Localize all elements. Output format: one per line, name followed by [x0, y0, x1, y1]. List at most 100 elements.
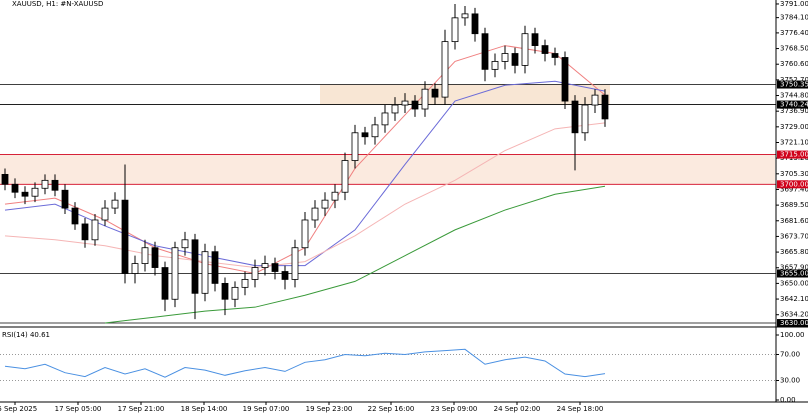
- y-tick-label: 3736.90: [780, 107, 808, 115]
- x-tick-label: 17 Sep 21:00: [118, 405, 165, 413]
- x-tick-label: 19 Sep 07:00: [243, 405, 290, 413]
- level-label: 3630.00: [780, 319, 808, 327]
- candle-body: [151, 247, 159, 268]
- level-label: 3750.35: [780, 81, 808, 89]
- candle-body: [461, 13, 469, 19]
- candle-body: [301, 219, 309, 249]
- candle-body: [1, 173, 9, 185]
- candle-body: [101, 207, 109, 221]
- candle-body: [541, 45, 549, 54]
- candle-body: [161, 267, 169, 300]
- candle-body: [361, 132, 369, 138]
- candle-body: [291, 247, 299, 280]
- y-tick-label: 3760.60: [780, 60, 808, 68]
- candle-body: [81, 223, 89, 241]
- x-tick-label: 24 Sep 02:00: [494, 405, 541, 413]
- candle-body: [61, 189, 69, 209]
- candle-body: [591, 94, 599, 106]
- candle-body: [401, 100, 409, 106]
- candle-body: [41, 179, 49, 189]
- candle-body: [271, 263, 279, 272]
- candle-body: [311, 207, 319, 221]
- rsi-tick-label: 30.00: [780, 377, 800, 385]
- candle-body: [231, 286, 239, 300]
- y-tick-label: 3642.10: [780, 295, 808, 303]
- y-tick-label: 3721.10: [780, 138, 808, 146]
- level-label: 3715.00: [780, 151, 808, 159]
- candle-body: [171, 247, 179, 300]
- candle-body: [501, 53, 509, 62]
- candle-body: [281, 271, 289, 280]
- candle-body: [421, 88, 429, 110]
- candle-body: [431, 88, 439, 98]
- x-tick-label: 18 Sep 14:00: [181, 405, 228, 413]
- y-tick-label: 3768.50: [780, 45, 808, 53]
- candle-body: [121, 199, 129, 274]
- moving-average: [4, 122, 606, 269]
- candle-body: [491, 61, 499, 70]
- candle-body: [371, 124, 379, 138]
- rsi-line: [4, 348, 606, 378]
- candle-body: [521, 33, 529, 66]
- level-label-bg: [777, 100, 808, 109]
- candle-body: [11, 183, 19, 193]
- level-label: 3655.00: [780, 269, 808, 277]
- candle-body: [131, 263, 139, 274]
- level-label-bg: [777, 319, 808, 328]
- candle-body: [211, 251, 219, 284]
- candle-body: [451, 17, 459, 43]
- candle-body: [391, 104, 399, 114]
- candle-body: [331, 191, 339, 201]
- candle-body: [141, 247, 149, 264]
- y-tick-label: 3729.00: [780, 123, 808, 131]
- main-pane: [0, 3, 776, 324]
- x-tick-label: 22 Sep 16:00: [368, 405, 415, 413]
- level-label-bg: [777, 80, 808, 89]
- candle-body: [241, 279, 249, 288]
- rsi-tick-label: 70.00: [780, 351, 800, 359]
- candle-body: [71, 207, 79, 225]
- x-tick-label: 17 Sep 05:00: [55, 405, 102, 413]
- candle-body: [21, 191, 29, 197]
- rsi-tick-label: 0.00: [780, 396, 796, 404]
- y-tick-label: 3744.80: [780, 92, 808, 100]
- y-tick-label: 3752.70: [780, 76, 808, 84]
- candle-body: [561, 57, 569, 102]
- zones: [0, 84, 775, 185]
- x-tick-label: 16 Sep 2025: [0, 405, 37, 413]
- rsi-tick-label: 100.00: [780, 331, 805, 339]
- y-tick-label: 3697.40: [780, 185, 808, 193]
- level-label: 3700.00: [780, 180, 808, 188]
- candle-body: [471, 13, 479, 35]
- y-tick-label: 3784.10: [780, 14, 808, 22]
- candle-body: [191, 239, 199, 294]
- x-tick-label: 24 Sep 18:00: [557, 405, 604, 413]
- candle-body: [31, 187, 39, 197]
- y-tick-label: 3634.20: [780, 311, 808, 319]
- x-tick-label: 19 Sep 23:00: [306, 405, 353, 413]
- x-tick-label: 23 Sep 09:00: [431, 405, 478, 413]
- level-label-bg: [777, 180, 808, 189]
- candle-body: [351, 132, 359, 161]
- candle-body: [531, 33, 539, 46]
- candle-body: [201, 251, 209, 294]
- candle-body: [341, 160, 349, 193]
- candle-body: [411, 100, 419, 110]
- candle-body: [481, 33, 489, 70]
- zone: [0, 154, 775, 185]
- candle-body: [251, 267, 259, 280]
- moving-average: [104, 185, 606, 324]
- candle-body: [111, 199, 119, 209]
- y-tick-label: 3776.40: [780, 29, 808, 37]
- level-label-bg: [777, 150, 808, 159]
- candle-body: [441, 41, 449, 98]
- candle-body: [181, 239, 189, 249]
- chart-title: XAUUSD, H1: #N-XAUUSD: [12, 0, 103, 8]
- candle-body: [511, 53, 519, 66]
- candle-body: [581, 104, 589, 134]
- rsi-title: RSI(14) 40.61: [2, 331, 50, 339]
- y-tick-label: 3681.60: [780, 217, 808, 225]
- y-tick-label: 3705.30: [780, 170, 808, 178]
